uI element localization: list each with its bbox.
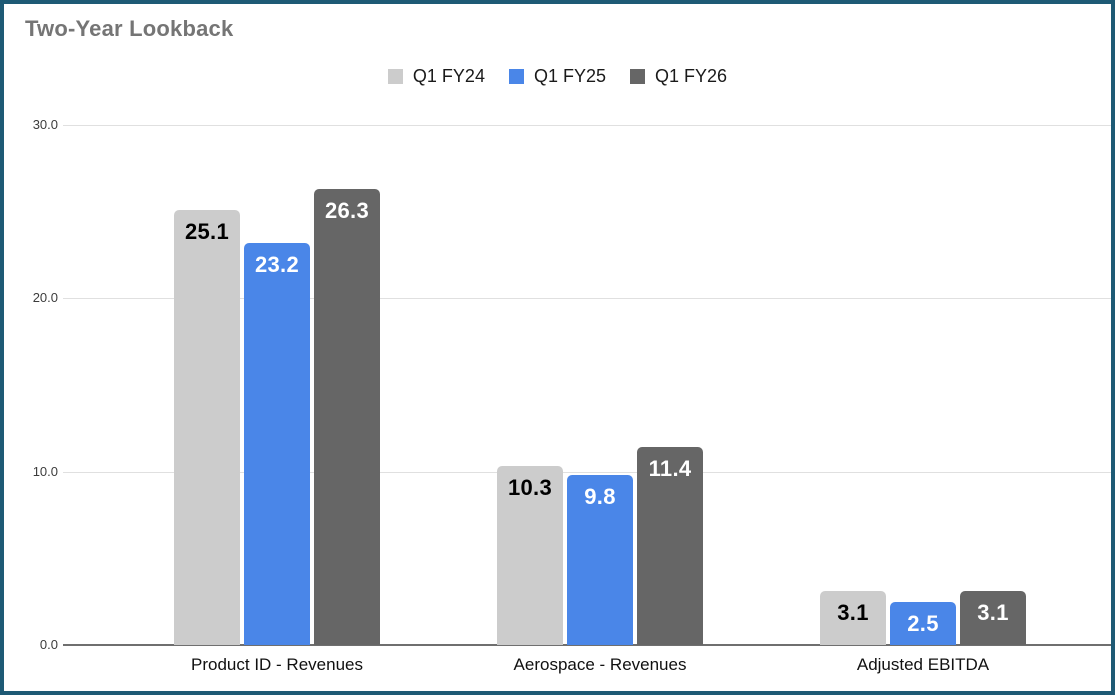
y-axis-tick-label: 0.0 [39, 637, 58, 652]
x-axis-category-label: Product ID - Revenues [191, 655, 363, 674]
legend-swatch [387, 69, 403, 84]
bar-q1-fy24-2: 3.1 [820, 591, 886, 645]
bar-q1-fy25-0: 23.2 [244, 242, 310, 645]
legend-label: Q1 FY24 [412, 66, 485, 86]
bar-q1-fy24-0: 25.1 [174, 209, 240, 645]
legend-label: Q1 FY25 [533, 66, 607, 86]
bar-value-label: 11.4 [648, 456, 692, 482]
x-axis-category-label: Aerospace - Revenues [513, 655, 687, 674]
y-axis-tick-label: 20.0 [32, 290, 58, 306]
bar-q1-fy24-1: 10.3 [497, 466, 563, 645]
gridline [63, 471, 1111, 473]
bar-value-label: 25.1 [184, 218, 230, 244]
legend-label: Q1 FY26 [655, 66, 728, 86]
y-axis-tick-label: 10.0 [32, 463, 58, 479]
bar-value-label: 23.2 [254, 251, 300, 277]
legend-item-q1-fy24: Q1 FY24 [387, 66, 485, 87]
chart-title: Two-Year Lookback [25, 16, 234, 41]
bar-value-label: 10.3 [507, 475, 553, 501]
bar-value-label: 3.1 [837, 600, 869, 626]
gridline [63, 125, 1111, 126]
chart-legend: Q1 FY24 Q1 FY25 Q1 FY26 [4, 66, 1111, 87]
bar-q1-fy26-2: 3.1 [960, 591, 1026, 645]
bar-q1-fy26-0: 26.3 [314, 189, 380, 645]
bar-value-label: 3.1 [977, 600, 1009, 626]
bar-value-label: 26.3 [324, 198, 370, 224]
legend-item-q1-fy25: Q1 FY25 [508, 66, 607, 87]
legend-swatch [630, 69, 646, 84]
bar-q1-fy26-1: 11.4 [637, 447, 703, 645]
chart-plot-area: 0.0 10.0 20.0 30.0 25.1 23.2 26.3 Product ID - … [4, 4, 1111, 691]
bar-value-label: 2.5 [907, 610, 939, 636]
gridline [63, 298, 1111, 300]
x-axis-category-label: Adjusted EBITDA [856, 655, 990, 674]
bar-q1-fy25-1: 9.8 [567, 475, 633, 645]
bar-q1-fy25-2: 2.5 [890, 601, 956, 645]
legend-swatch [508, 69, 524, 84]
bar-value-label: 9.8 [584, 484, 616, 510]
y-axis-tick-label: 30.0 [32, 117, 58, 132]
legend-item-q1-fy26: Q1 FY26 [630, 66, 727, 87]
x-axis-baseline [63, 644, 1111, 646]
